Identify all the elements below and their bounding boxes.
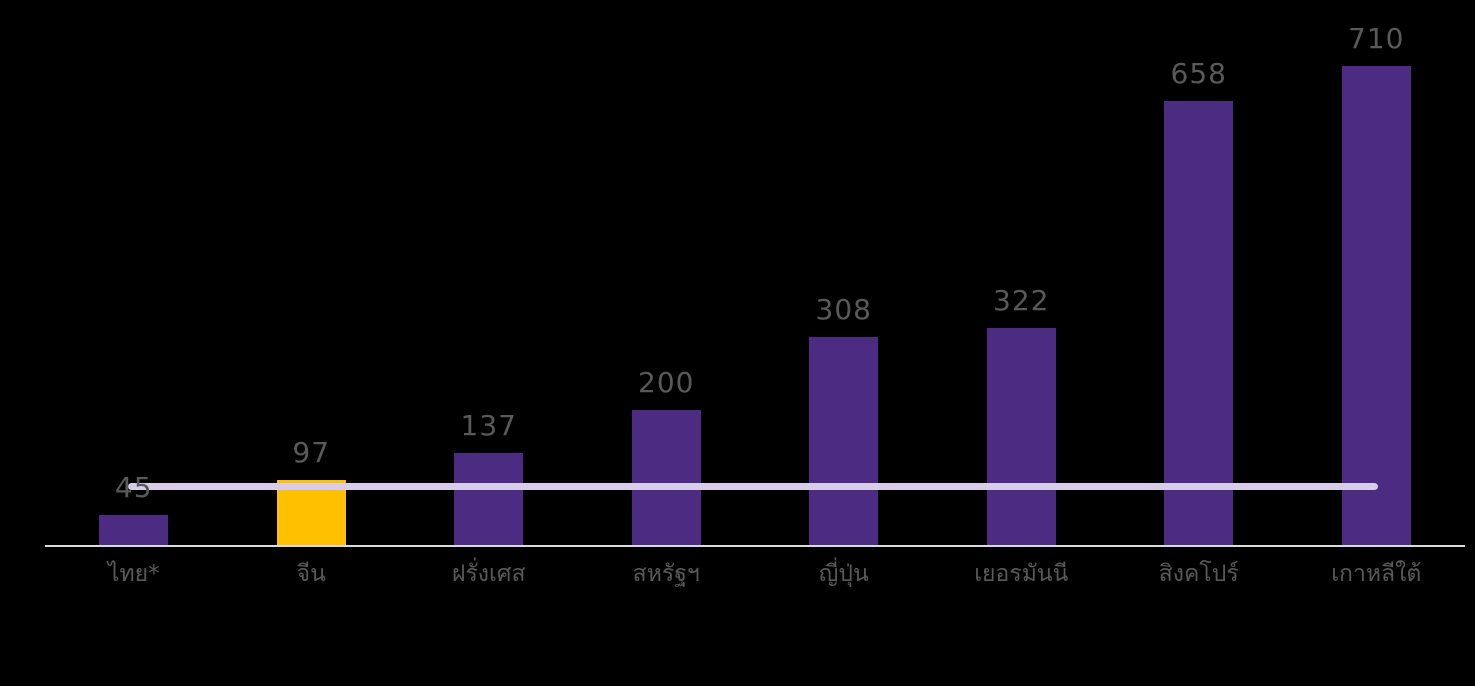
bar-value-label: 200 (638, 366, 695, 399)
bar-value-label: 97 (292, 436, 331, 469)
bar (276, 480, 346, 545)
bar-category-label: ไทย* (107, 561, 160, 587)
bar (631, 410, 701, 545)
bar-value-label: 308 (815, 293, 872, 326)
bar-category-label: สหรัฐฯ (632, 561, 700, 587)
bar (1341, 66, 1411, 545)
bar (99, 515, 169, 545)
bar (809, 337, 879, 545)
reference-line (128, 482, 1378, 490)
bar-value-label: 658 (1170, 57, 1227, 90)
bar-category-label: จีน (296, 561, 326, 587)
bar-category-label: เยอรมันนี (974, 561, 1069, 587)
bar (986, 328, 1056, 545)
bar-value-label: 45 (114, 471, 153, 504)
bar-category-label: สิงคโปร์ (1158, 561, 1239, 587)
x-axis-line (45, 545, 1465, 547)
bar-value-label: 710 (1348, 22, 1405, 55)
bar-category-label: ญี่ปุ่น (818, 561, 869, 587)
bar (454, 453, 524, 545)
bar-category-label: ฝรั่งเศส (451, 561, 526, 587)
bar (1164, 101, 1234, 545)
bar-value-label: 137 (460, 409, 517, 442)
bar-value-label: 322 (993, 284, 1050, 317)
bar-category-label: เกาหลีใต้ (1331, 561, 1422, 587)
